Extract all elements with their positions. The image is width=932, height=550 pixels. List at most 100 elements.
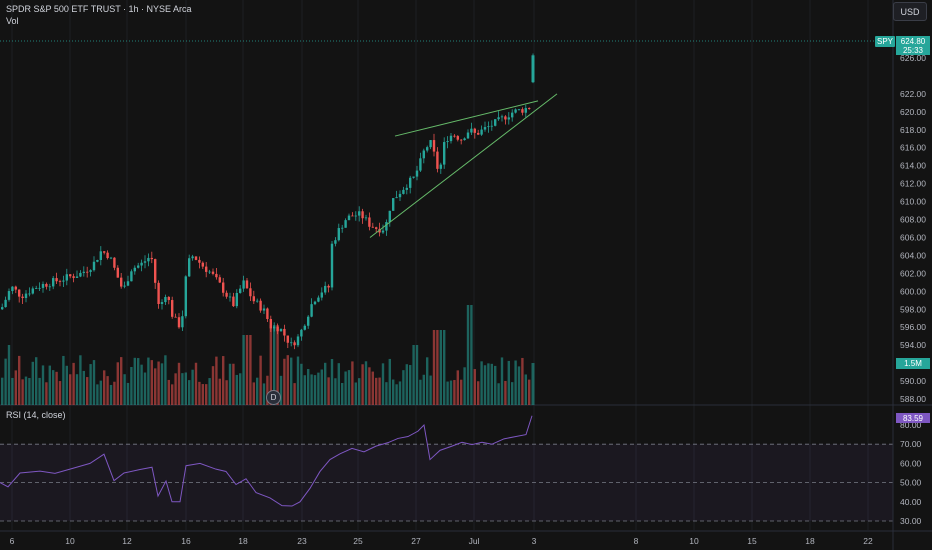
candle-body [92,261,96,271]
volume-bar [222,356,225,405]
candle-body [259,300,262,311]
volume-bar [92,360,96,405]
volume-bar [14,370,17,405]
volume-bar [466,305,470,405]
volume-bar [52,370,55,405]
volume-bar [494,365,497,405]
candle-body [181,316,184,328]
candle-body [256,300,259,302]
rsi-tick-label: 70.00 [900,439,922,449]
candle-body [487,126,490,128]
volume-bar [419,379,422,405]
price-tick-label: 596.00 [900,322,926,332]
price-tick-label: 618.00 [900,125,926,135]
candle-body [436,151,439,169]
candle-body [269,318,272,329]
candle-body [307,316,310,326]
volume-bar [398,381,402,405]
candle-body [205,266,208,272]
candle-body [72,276,75,278]
volume-bar [130,366,133,405]
last-price-value: 624.80 [900,36,926,46]
volume-bar [283,358,286,405]
volume-bar [198,381,201,405]
candle-body [65,274,68,281]
volume-bar [191,369,194,405]
candle-body [140,262,143,266]
candle-body [109,257,113,259]
candle-body [106,252,109,259]
volume-bar [456,370,459,405]
candle-body [405,187,408,190]
volume-bar [429,375,432,405]
candle-body [1,307,4,310]
volume-bar [140,364,143,405]
candle-body [157,282,160,304]
candle-body [31,288,34,294]
candle-body [137,265,140,268]
candle-body [245,280,249,289]
volume-bar [307,369,310,405]
wedge-upper-line [394,100,539,137]
candle-body [320,292,323,298]
time-tick-label: 6 [10,536,15,546]
candle-body [344,220,347,228]
candle-body [262,308,266,311]
volume-bar [256,377,259,405]
candle-body [126,281,130,286]
volume-bar [194,362,198,405]
volume-bar [137,358,140,405]
volume-bar [167,379,170,405]
volume-bar [89,364,92,405]
volume-bar [497,383,500,405]
volume-bar [453,380,456,405]
volume-bar [4,358,7,405]
price-tick-label: 610.00 [900,197,926,207]
candle-body [82,271,85,273]
candle-body [164,296,167,303]
candle-body [86,271,89,273]
rsi-tick-label: 50.00 [900,478,922,488]
volume-bar [157,361,160,405]
candle-body [41,283,45,288]
candle-body [194,256,198,260]
volume-bar [392,379,395,405]
volume-bar [415,345,419,405]
volume-bar [439,330,442,405]
volume-bar [1,377,4,405]
candle-body [130,271,133,282]
currency-button[interactable]: USD [893,2,927,21]
candle-body [426,147,429,151]
candle-body [160,302,164,304]
candle-body [483,127,487,130]
rsi-tick-label: 40.00 [900,497,922,507]
volume-bar [470,305,473,405]
candle-body [232,296,235,307]
candle-body [208,271,211,273]
candle-body [409,177,412,188]
volume-bar [106,376,109,405]
volume-bar [177,362,181,405]
dividend-marker[interactable]: D [266,390,281,405]
candle-body [514,109,517,113]
volume-bar [65,365,68,405]
time-tick-label: 16 [181,536,191,546]
candle-body [395,197,398,199]
volume-bar [324,362,327,405]
volume-bar [426,357,429,405]
volume-bar [504,380,507,405]
time-tick-label: 15 [747,536,757,546]
volume-bar [99,380,102,405]
price-tick-label: 588.00 [900,394,926,404]
volume-bar [245,335,249,405]
candle-body [198,259,201,263]
candle-body [28,293,31,295]
candle-body [266,308,269,319]
candle-body [480,129,483,135]
wedge-lower-line [369,93,558,238]
volume-bar [490,363,493,405]
chart-title: SPDR S&P 500 ETF TRUST · 1h · NYSE Arca [6,4,192,14]
volume-bar [483,365,487,405]
volume-bar [347,370,351,405]
